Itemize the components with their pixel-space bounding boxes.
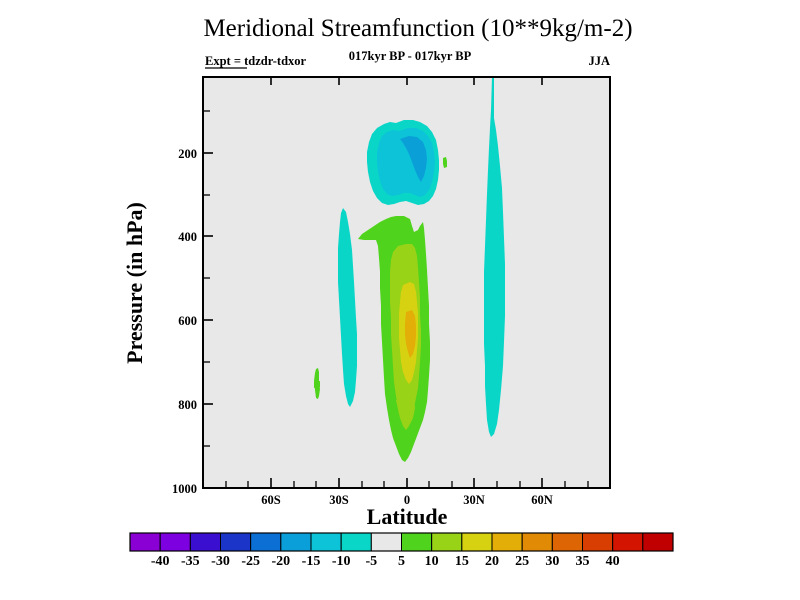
colorbar-tick-label: 5 xyxy=(398,554,405,569)
colorbar-tick-label: -10 xyxy=(332,554,351,569)
colorbar-tick-label: 35 xyxy=(576,554,590,569)
page-title: Meridional Streamfunction (10**9kg/m-2) xyxy=(203,15,632,42)
contour-upper-negative-cell xyxy=(367,120,439,205)
x-tick-label: 0 xyxy=(404,493,410,507)
colorbar-tick-label: -25 xyxy=(241,554,260,569)
colorbar-tick-label: 10 xyxy=(425,554,439,569)
y-tick-label: 200 xyxy=(178,147,197,161)
colorbar-swatch xyxy=(159,532,191,552)
colorbar-swatch xyxy=(280,532,312,552)
colorbar-swatch xyxy=(582,532,614,552)
y-tick-label: 1000 xyxy=(172,482,197,496)
x-tick-label: 30N xyxy=(463,493,485,507)
colorbar-swatch xyxy=(310,532,342,552)
x-top-ticks xyxy=(270,77,543,85)
experiment-label: Expt = tdzdr-tdxor xyxy=(205,54,307,68)
y-axis: 200 400 600 800 1000 xyxy=(172,110,213,496)
contour-northern-negative-wedge xyxy=(484,77,505,437)
colorbar-swatch xyxy=(250,532,282,552)
y-tick-label: 400 xyxy=(178,230,197,244)
colorbar-tick-label: 40 xyxy=(606,554,620,569)
colorbar-tick-label: 30 xyxy=(545,554,559,569)
plot-panel: 200 400 600 800 1000 xyxy=(172,76,611,507)
x-tick-label: 60N xyxy=(531,493,553,507)
colorbar-swatch xyxy=(370,532,402,552)
y-minor-ticks xyxy=(203,110,210,447)
colorbar-swatch xyxy=(521,532,553,552)
season-label: JJA xyxy=(588,54,610,68)
colorbar-tick-label: -40 xyxy=(151,554,170,569)
contour-field xyxy=(314,77,505,462)
colorbar-swatch xyxy=(431,532,463,552)
colorbar-swatch xyxy=(189,532,222,552)
colorbar-swatch xyxy=(220,532,252,552)
x-major-ticks xyxy=(270,478,543,488)
colorbar-swatch xyxy=(129,532,161,552)
x-minor-ticks xyxy=(225,481,589,488)
colorbar-tick-label: -5 xyxy=(365,554,377,569)
y-axis-title: Pressure (in hPa) xyxy=(122,202,147,364)
colorbar: -40 -35 -30 -25 -20 -15 -10 -5 5 10 15 20 25 30 35 40 xyxy=(129,532,674,569)
x-axis-title: Latitude xyxy=(367,504,448,529)
colorbar-frame xyxy=(129,532,674,552)
colorbar-swatch xyxy=(642,532,674,552)
colorbar-swatch xyxy=(491,532,523,552)
colorbar-swatch xyxy=(401,532,433,552)
x-tick-label: 30S xyxy=(329,493,349,507)
colorbar-tick-label: 25 xyxy=(515,554,529,569)
colorbar-swatch xyxy=(612,532,644,552)
colorbar-tick-label: 15 xyxy=(455,554,469,569)
colorbar-tick-label: -35 xyxy=(181,554,200,569)
colorbar-swatch xyxy=(461,532,493,552)
y-major-ticks xyxy=(203,152,213,489)
contour-southern-negative-streak xyxy=(338,208,357,407)
colorbar-tick-label: -20 xyxy=(271,554,290,569)
colorbar-tick-label: -30 xyxy=(211,554,230,569)
x-axis: 60S 30S 0 30N 60N xyxy=(225,77,589,507)
contour-tropical-positive-column xyxy=(358,216,430,462)
colorbar-swatch xyxy=(551,532,584,552)
contour-upper-positive-speck xyxy=(443,157,447,168)
colorbar-tick-label: 20 xyxy=(485,554,499,569)
contour-southern-positive-speck xyxy=(314,368,320,399)
colorbar-swatch xyxy=(340,532,372,552)
x-tick-label: 60S xyxy=(261,493,281,507)
period-label: 017kyr BP - 017kyr BP xyxy=(349,49,472,63)
y-tick-label: 600 xyxy=(178,314,197,328)
colorbar-tick-label: -15 xyxy=(302,554,321,569)
y-tick-label: 800 xyxy=(178,398,197,412)
